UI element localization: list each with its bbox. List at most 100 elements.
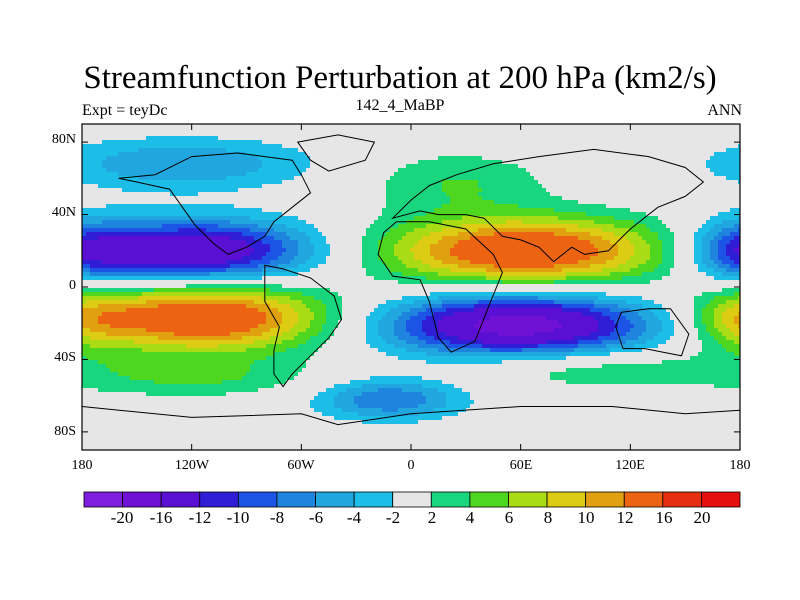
- field-cell: [574, 168, 579, 173]
- field-cell: [190, 132, 195, 137]
- field-cell: [606, 192, 611, 197]
- field-cell: [162, 204, 167, 209]
- field-cell: [570, 220, 575, 225]
- field-cell: [398, 240, 403, 245]
- field-cell: [290, 176, 295, 181]
- field-cell: [214, 160, 219, 165]
- field-cell: [214, 228, 219, 233]
- field-cell: [470, 228, 475, 233]
- field-cell: [262, 208, 267, 213]
- field-cell: [394, 168, 399, 173]
- field-cell: [114, 180, 119, 185]
- field-cell: [378, 220, 383, 225]
- field-cell: [318, 200, 323, 205]
- field-cell: [150, 148, 155, 153]
- field-cell: [270, 204, 275, 209]
- field-cell: [482, 196, 487, 201]
- field-cell: [194, 232, 199, 237]
- field-cell: [594, 232, 599, 237]
- field-cell: [598, 164, 603, 169]
- field-cell: [550, 124, 555, 129]
- field-cell: [426, 176, 431, 181]
- field-cell: [98, 204, 103, 209]
- field-cell: [242, 172, 247, 177]
- field-cell: [166, 216, 171, 221]
- field-cell: [134, 140, 139, 145]
- field-cell: [334, 192, 339, 197]
- field-cell: [646, 204, 651, 209]
- field-cell: [602, 228, 607, 233]
- field-cell: [674, 180, 679, 185]
- field-cell: [82, 164, 87, 169]
- field-cell: [310, 236, 315, 241]
- field-cell: [374, 192, 379, 197]
- field-cell: [362, 156, 367, 161]
- field-cell: [130, 128, 135, 133]
- field-cell: [414, 216, 419, 221]
- field-cell: [342, 200, 347, 205]
- field-cell: [122, 220, 127, 225]
- field-cell: [162, 220, 167, 225]
- field-cell: [470, 160, 475, 165]
- field-cell: [226, 188, 231, 193]
- field-cell: [630, 212, 635, 217]
- field-cell: [570, 188, 575, 193]
- field-cell: [298, 164, 303, 169]
- field-cell: [690, 180, 695, 185]
- field-cell: [206, 240, 211, 245]
- field-cell: [354, 156, 359, 161]
- field-cell: [146, 216, 151, 221]
- field-cell: [290, 140, 295, 145]
- field-cell: [382, 236, 387, 241]
- field-cell: [558, 216, 563, 221]
- field-cell: [402, 132, 407, 137]
- field-cell: [166, 224, 171, 229]
- field-cell: [726, 208, 731, 213]
- field-cell: [550, 188, 555, 193]
- field-cell: [214, 124, 219, 129]
- field-cell: [722, 176, 727, 181]
- field-cell: [450, 240, 455, 245]
- field-cell: [498, 236, 503, 241]
- field-cell: [510, 152, 515, 157]
- field-cell: [278, 124, 283, 129]
- field-cell: [142, 184, 147, 189]
- field-cell: [318, 212, 323, 217]
- field-cell: [358, 124, 363, 129]
- field-cell: [526, 144, 531, 149]
- field-cell: [150, 184, 155, 189]
- field-cell: [554, 148, 559, 153]
- field-cell: [166, 132, 171, 137]
- field-cell: [574, 212, 579, 217]
- field-cell: [302, 136, 307, 141]
- field-cell: [650, 160, 655, 165]
- field-cell: [90, 132, 95, 137]
- field-cell: [466, 236, 471, 241]
- field-cell: [578, 136, 583, 141]
- field-cell: [626, 212, 631, 217]
- field-cell: [142, 192, 147, 197]
- field-cell: [314, 212, 319, 217]
- field-cell: [194, 176, 199, 181]
- field-cell: [442, 236, 447, 241]
- field-cell: [230, 176, 235, 181]
- field-cell: [622, 184, 627, 189]
- field-cell: [450, 148, 455, 153]
- field-cell: [478, 156, 483, 161]
- field-cell: [418, 128, 423, 133]
- field-cell: [606, 228, 611, 233]
- field-cell: [522, 164, 527, 169]
- field-cell: [106, 188, 111, 193]
- field-cell: [366, 168, 371, 173]
- field-cell: [234, 200, 239, 205]
- field-cell: [562, 136, 567, 141]
- field-cell: [722, 188, 727, 193]
- field-cell: [366, 136, 371, 141]
- field-cell: [558, 212, 563, 217]
- field-cell: [314, 168, 319, 173]
- field-cell: [490, 200, 495, 205]
- field-cell: [346, 152, 351, 157]
- field-cell: [738, 236, 740, 241]
- field-cell: [166, 228, 171, 233]
- field-cell: [398, 124, 403, 129]
